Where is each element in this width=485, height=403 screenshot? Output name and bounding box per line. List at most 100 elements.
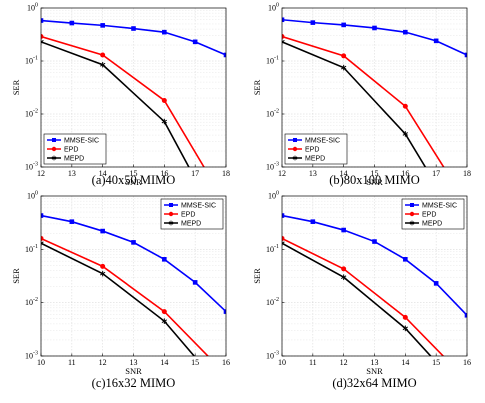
data-point — [341, 266, 347, 272]
asterisk-stroke — [292, 156, 298, 160]
y-tick-label: 10-1 — [25, 244, 38, 254]
y-axis-label: SER — [252, 79, 262, 95]
asterisk-stroke — [51, 156, 57, 160]
asterisk-stroke — [41, 41, 44, 44]
data-point — [372, 239, 377, 244]
data-point — [161, 309, 167, 315]
y-tick-label: 100 — [27, 3, 38, 13]
y-tick-label: 10-1 — [266, 244, 279, 254]
x-tick-label: 13 — [309, 169, 317, 178]
series-mepd — [41, 240, 196, 356]
data-point — [282, 213, 285, 218]
data-point — [464, 52, 467, 58]
data-point — [41, 240, 44, 247]
chart-panel-1: 12 13 14 15 16 17 18 100 10-1 10-2 10-3 SNR SER MMSE-… — [11, 3, 230, 188]
x-tick-label: 12 — [278, 169, 286, 178]
series-line-epd — [282, 237, 445, 356]
data-point — [41, 235, 44, 241]
asterisk-stroke — [282, 39, 285, 43]
x-axis-label: SNR — [125, 177, 142, 187]
y-tick-label: 10-2 — [25, 297, 38, 307]
x-axis-label: SNR — [125, 366, 142, 376]
data-point — [433, 281, 439, 286]
data-point — [403, 257, 408, 262]
data-point — [282, 39, 285, 45]
data-point — [192, 39, 198, 45]
y-tick-label: 100 — [268, 3, 279, 13]
x-tick-label: 16 — [222, 358, 230, 367]
data-point — [464, 312, 467, 318]
chart-panel-2: 12 13 14 15 16 17 18 100 10-1 10-2 10-3 SNR SER MMSE-… — [252, 3, 471, 188]
y-tick-label: 10-2 — [266, 297, 279, 307]
x-tick-label: 12 — [340, 358, 348, 367]
legend-label-mepd: MEPD — [181, 221, 201, 228]
x-tick-label: 14 — [99, 169, 107, 178]
legend-label-mmse-sic: MMSE-SIC — [422, 203, 457, 210]
y-tick-label: 10-1 — [25, 56, 38, 66]
legend-marker — [51, 155, 57, 161]
data-point — [161, 318, 168, 324]
legend: MMSE-SIC EPD MEPD — [284, 133, 348, 165]
series-line-epd — [41, 35, 205, 167]
x-tick-label: 16 — [160, 169, 168, 178]
legend-marker — [292, 155, 298, 161]
series-line-mepd — [41, 242, 196, 356]
data-point — [402, 131, 409, 137]
series-epd — [282, 33, 445, 167]
x-tick-label: 16 — [401, 169, 409, 178]
asterisk-stroke — [41, 39, 44, 43]
x-tick-label: 18 — [222, 169, 230, 178]
data-point — [340, 64, 347, 71]
data-point — [161, 118, 168, 125]
data-point — [69, 219, 75, 224]
asterisk-stroke — [161, 319, 168, 323]
legend-label-mepd: MEPD — [305, 156, 325, 163]
data-point — [402, 325, 409, 332]
data-point — [100, 263, 106, 269]
panel-caption: (b)80x100 MIMO — [329, 173, 420, 187]
x-tick-label: 11 — [309, 358, 317, 367]
panel-caption: (c)16x32 MIMO — [92, 376, 176, 390]
y-axis-label: SER — [11, 79, 21, 95]
data-point — [341, 53, 347, 59]
x-tick-label: 14 — [401, 358, 409, 367]
chart-panel-3: 10 11 12 13 14 15 16 100 10-1 10-2 10-3 SNR SER MMSE-… — [11, 191, 230, 391]
legend-label-mmse-sic: MMSE-SIC — [181, 203, 216, 210]
data-point — [223, 309, 226, 314]
data-point — [372, 25, 377, 31]
series-mmse-sic — [282, 213, 467, 318]
legend-marker — [51, 146, 57, 152]
data-point — [402, 314, 408, 320]
data-point — [99, 270, 106, 277]
legend-marker — [409, 211, 415, 217]
data-point — [433, 38, 439, 44]
data-point — [100, 52, 106, 58]
chart-panel-4: 10 11 12 13 14 15 16 100 10-1 10-2 10-3 SNR SER MMSE-… — [252, 191, 471, 391]
x-tick-label: 15 — [432, 358, 440, 367]
legend: MMSE-SIC EPD MEPD — [401, 198, 465, 230]
series-mmse-sic — [41, 18, 226, 58]
asterisk-stroke — [282, 241, 285, 244]
data-point — [341, 22, 346, 28]
data-point — [41, 18, 44, 23]
legend: MMSE-SIC EPD MEPD — [43, 133, 107, 165]
asterisk-stroke — [340, 65, 347, 70]
series-mmse-sic — [41, 213, 226, 314]
legend-marker — [409, 220, 415, 226]
y-tick-label: 10-1 — [266, 56, 279, 66]
legend: MMSE-SIC EPD MEPD — [160, 198, 224, 230]
panel-caption: (d)32x64 MIMO — [332, 376, 416, 390]
asterisk-stroke — [282, 41, 285, 44]
legend-marker — [169, 203, 173, 207]
data-point — [341, 227, 346, 233]
asterisk-stroke — [99, 271, 106, 276]
data-point — [99, 61, 106, 68]
y-axis-label: SER — [11, 268, 21, 284]
legend-marker — [293, 138, 297, 142]
legend-label-epd: EPD — [305, 147, 319, 154]
y-tick-label: 100 — [27, 191, 38, 201]
data-point — [100, 23, 105, 28]
y-tick-label: 10-3 — [266, 162, 279, 172]
data-point — [223, 52, 226, 58]
